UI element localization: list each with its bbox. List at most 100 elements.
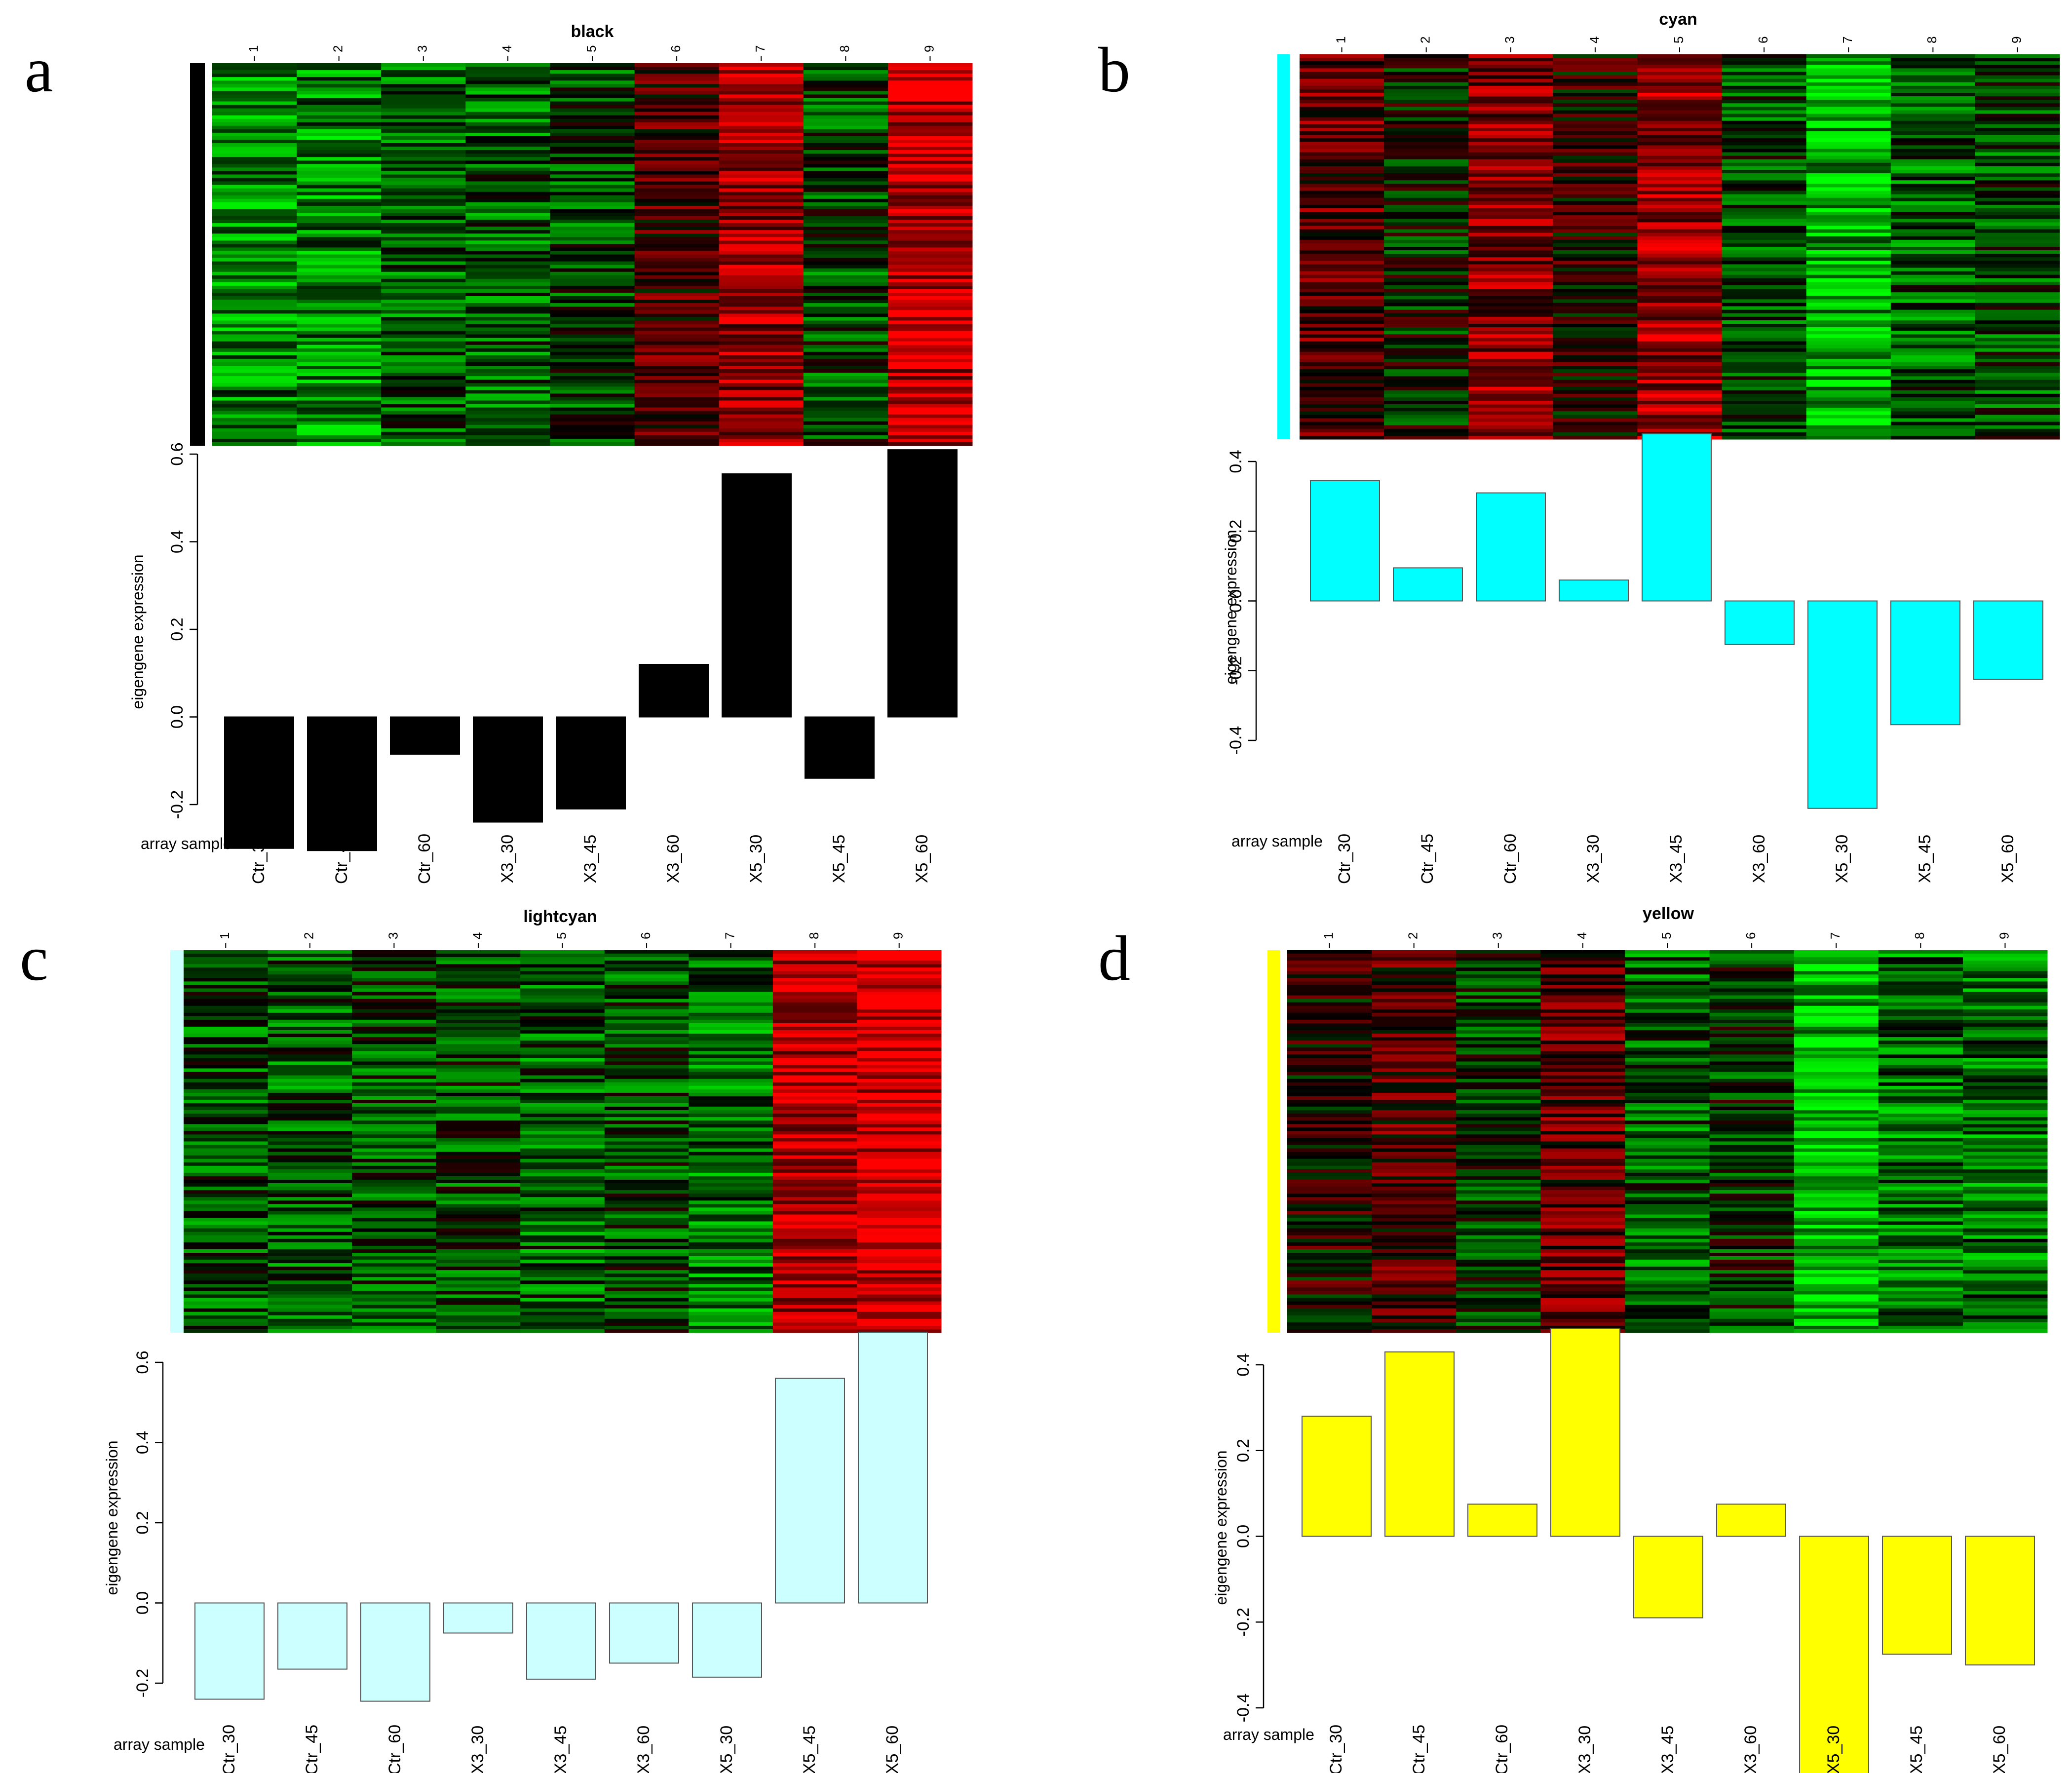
sample-label-X3_30: X3_30 [1575,1726,1594,1773]
sample-label-X5_30: X5_30 [1833,835,1851,883]
bar-Ctr_45 [1393,567,1463,602]
bar-X3_60 [609,1602,679,1664]
bar-X5_60 [1965,1536,2035,1666]
bar-X3_60 [639,664,709,718]
sample-label-X3_60: X3_60 [634,1726,653,1773]
sample-label-X3_30: X3_30 [468,1726,487,1773]
column-number-6: 6 [668,45,683,52]
column-number-8: 8 [1924,37,1939,43]
sample-label-Ctr_45: Ctr_45 [332,834,351,884]
sample-label-X5_60: X5_60 [1998,835,2017,883]
panel-letter: d [1098,923,1130,994]
sample-label-Ctr_45: Ctr_45 [1418,834,1437,884]
bar-Ctr_60 [1476,492,1546,602]
bar-X3_30 [443,1602,513,1634]
sample-label-X5_30: X5_30 [717,1726,736,1773]
expression-heatmap [1300,54,2060,440]
y-tick-label: -0.2 [1227,656,1245,685]
sample-label-X3_45: X3_45 [581,835,600,883]
module-title: lightcyan [523,907,597,926]
bar-X3_60 [1725,600,1795,645]
sample-label-Ctr_60: Ctr_60 [415,834,434,884]
y-tick-label: -0.2 [168,790,187,819]
sample-label-X5_30: X5_30 [747,835,766,883]
column-number-1: 1 [1321,932,1336,939]
expression-heatmap [184,950,942,1333]
sample-label-X3_45: X3_45 [1658,1726,1677,1773]
column-number-7: 7 [753,45,767,52]
column-number-8: 8 [806,932,821,939]
sample-label-X5_45: X5_45 [830,835,848,883]
y-tick-label: -0.4 [1234,1694,1253,1723]
x-axis-label: array sample [114,1735,205,1753]
bar-Ctr_30 [224,716,294,849]
column-number-1: 1 [217,932,232,939]
y-tick-label: 0.0 [133,1591,152,1615]
bar-X3_45 [1642,433,1712,602]
y-tick-label: 0.6 [168,442,187,465]
y-tick-label: 0.4 [168,530,187,553]
sample-label-X3_45: X3_45 [1667,835,1686,883]
panel-d: d yellow 1 2 3 4 5 6 7 8 9 -0.4 -0.2 0.0 0.2 0.4 eigenge… [1098,904,2048,1773]
column-number-8: 8 [1912,932,1927,939]
column-number-6: 6 [1743,932,1758,939]
column-number-1: 1 [1333,37,1348,43]
module-title: cyan [1659,10,1697,29]
module-title: yellow [1643,904,1694,923]
sample-label-X5_60: X5_60 [1990,1726,2009,1773]
y-axis-label: eigengene expression [103,1440,121,1595]
sample-label-Ctr_30: Ctr_30 [220,1725,238,1773]
bar-X5_60 [887,449,958,718]
column-number-5: 5 [1671,37,1686,43]
y-tick-label: 0.4 [1234,1353,1253,1376]
column-number-9: 9 [921,45,936,52]
y-tick-label: 0.0 [1227,589,1245,613]
column-number-3: 3 [1490,932,1505,939]
column-number-6: 6 [1756,37,1770,43]
column-number-2: 2 [302,932,316,939]
y-tick-label: 0.0 [1234,1525,1253,1548]
y-tick-label: 0.0 [168,705,187,729]
bar-Ctr_60 [360,1602,430,1702]
sample-label-X5_60: X5_60 [913,835,931,883]
bar-X5_45 [1890,600,1960,726]
bar-X3_30 [1550,1328,1620,1537]
sample-label-X3_60: X3_60 [664,835,683,883]
y-tick-label: 0.4 [133,1431,152,1454]
bar-Ctr_30 [1302,1416,1372,1537]
bar-X5_30 [692,1602,762,1678]
column-number-2: 2 [1406,932,1420,939]
column-number-4: 4 [470,932,485,939]
y-tick-label: -0.2 [133,1669,152,1698]
module-color-sidebar [190,63,205,446]
panel-b: b cyan 1 2 3 4 5 6 7 8 9 -0.4 -0.2 0.0 0.2 0.4 eigengene… [1098,10,2060,884]
bar-X5_45 [805,716,875,779]
bar-X3_45 [556,716,626,809]
x-axis-label: array sample [141,835,232,852]
column-number-9: 9 [2009,37,2024,43]
bar-X5_45 [1882,1536,1952,1655]
bar-X5_30 [1799,1536,1869,1773]
column-number-2: 2 [331,45,345,52]
y-tick-label: 0.2 [133,1511,152,1534]
sample-label-Ctr_45: Ctr_45 [303,1725,321,1773]
sample-label-X3_30: X3_30 [1584,835,1603,883]
bar-X3_45 [1633,1536,1703,1619]
y-axis-label: eigengene expression [1222,530,1240,684]
sample-label-Ctr_30: Ctr_30 [249,834,268,884]
bar-X5_60 [1973,600,2043,680]
panel-letter: b [1098,35,1130,106]
column-number-9: 9 [891,932,906,939]
panel-a: a black 1 2 3 4 5 6 7 8 9 -0.2 0.0 0.2 0.4 0.6 eigengene… [25,22,973,884]
bar-X5_45 [775,1378,845,1604]
bar-Ctr_45 [307,716,377,851]
y-tick-label: 0.2 [1234,1439,1253,1462]
panel-letter: a [25,35,53,106]
column-number-7: 7 [1840,37,1855,43]
y-axis-label: eigengene expression [1212,1450,1230,1605]
sample-label-Ctr_30: Ctr_30 [1327,1725,1345,1773]
column-number-3: 3 [415,45,430,52]
column-number-2: 2 [1418,37,1433,43]
sample-label-X5_30: X5_30 [1824,1726,1843,1773]
bar-Ctr_60 [1467,1503,1537,1537]
